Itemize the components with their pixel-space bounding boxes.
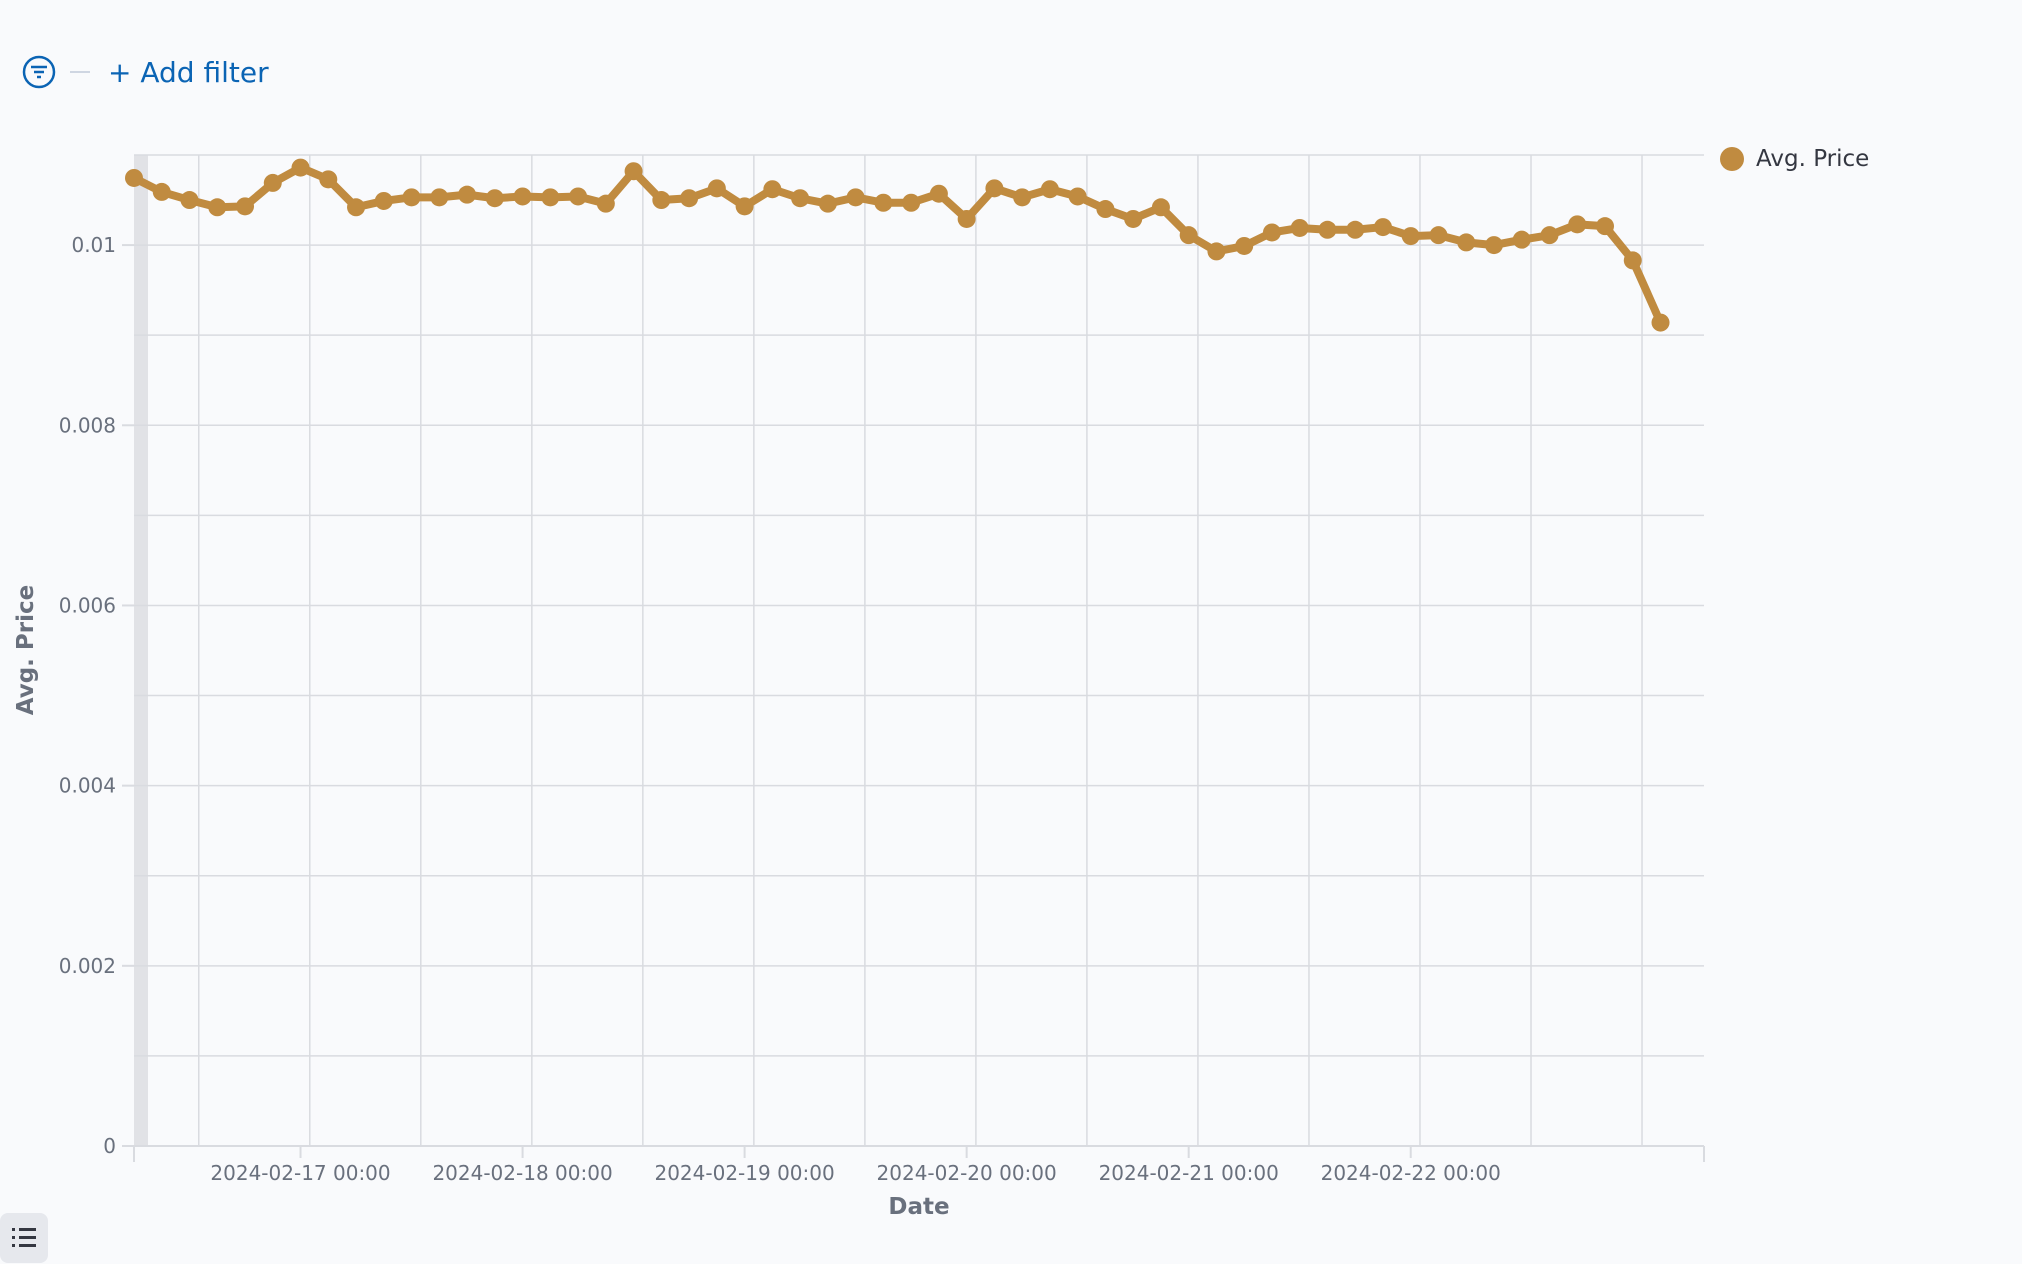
highlight-band [134, 155, 148, 1146]
x-tick-label: 2024-02-17 00:00 [210, 1161, 390, 1185]
data-point [1040, 180, 1059, 199]
data-point [374, 191, 393, 210]
data-point [236, 197, 255, 216]
data-point [1512, 230, 1531, 249]
data-point [846, 188, 865, 207]
data-point [1318, 220, 1337, 239]
data-point [180, 191, 199, 210]
legend-label: Avg. Price [1756, 146, 1870, 172]
data-point [791, 189, 810, 208]
data-point [1623, 251, 1642, 270]
data-point [208, 198, 227, 217]
data-point [680, 189, 699, 208]
y-tick-label: 0.004 [59, 774, 116, 798]
legend-color-dot [1720, 147, 1744, 171]
data-point [1596, 217, 1615, 236]
data-point [569, 187, 588, 206]
legend-toggle-button[interactable] [0, 1213, 48, 1263]
data-point [319, 170, 338, 189]
data-point [902, 193, 921, 212]
data-point [1568, 215, 1587, 234]
data-point [985, 179, 1004, 198]
x-tick-label: 2024-02-19 00:00 [654, 1161, 834, 1185]
data-point [707, 179, 726, 198]
data-point [541, 188, 560, 207]
data-point [1290, 218, 1309, 237]
data-point [402, 188, 421, 207]
data-point [458, 185, 477, 204]
data-point [874, 193, 893, 212]
x-tick-label: 2024-02-20 00:00 [877, 1161, 1057, 1185]
data-point [818, 194, 837, 213]
data-point [1346, 220, 1365, 239]
data-point [1207, 242, 1226, 261]
list-icon [12, 1228, 36, 1247]
x-tick-label: 2024-02-22 00:00 [1321, 1161, 1501, 1185]
grid [134, 154, 1704, 1147]
axes: 2024-02-17 00:00 2024-02-18 00:00 2024-02-… [59, 233, 1705, 1185]
data-point [152, 182, 171, 201]
x-tick-label: 2024-02-21 00:00 [1099, 1161, 1279, 1185]
data-point [1651, 313, 1670, 332]
x-tick-label: 2024-02-18 00:00 [432, 1161, 612, 1185]
data-point [1457, 233, 1476, 252]
y-tick-label: 0.008 [59, 413, 116, 437]
data-point [596, 194, 615, 213]
data-point [652, 191, 671, 210]
series-avg-price [125, 158, 1670, 332]
data-point [929, 184, 948, 203]
data-point [347, 198, 366, 217]
separator [70, 71, 90, 73]
y-tick-label: 0.002 [59, 954, 116, 978]
data-point [1540, 226, 1559, 245]
data-point [263, 173, 282, 192]
data-point [1235, 236, 1254, 255]
data-point [1262, 223, 1281, 242]
data-point [513, 187, 532, 206]
y-tick-label: 0.01 [71, 233, 116, 257]
y-axis-title: Avg. Price [13, 585, 39, 716]
legend-item-avg-price[interactable]: Avg. Price [1720, 146, 1869, 172]
data-point [957, 209, 976, 228]
data-point [430, 188, 449, 207]
data-point [1401, 227, 1420, 246]
data-point [1484, 236, 1503, 255]
data-point [485, 189, 504, 208]
data-point [291, 158, 310, 177]
add-filter-button[interactable]: + Add filter [108, 55, 269, 89]
data-point [1373, 218, 1392, 237]
data-point [763, 180, 782, 199]
data-point [1013, 188, 1032, 207]
x-axis-title: Date [888, 1194, 949, 1220]
data-point [1151, 198, 1170, 217]
data-point [1068, 187, 1087, 206]
data-point [1124, 209, 1143, 228]
filter-icon[interactable] [22, 55, 56, 89]
data-point [125, 168, 143, 187]
data-point [1429, 226, 1448, 245]
data-point [735, 197, 754, 216]
y-tick-label: 0.006 [59, 593, 116, 617]
data-point [1179, 226, 1198, 245]
filter-bar: + Add filter [22, 52, 269, 92]
data-point [624, 162, 643, 181]
y-tick-label: 0 [103, 1134, 116, 1158]
data-point [1096, 200, 1115, 219]
